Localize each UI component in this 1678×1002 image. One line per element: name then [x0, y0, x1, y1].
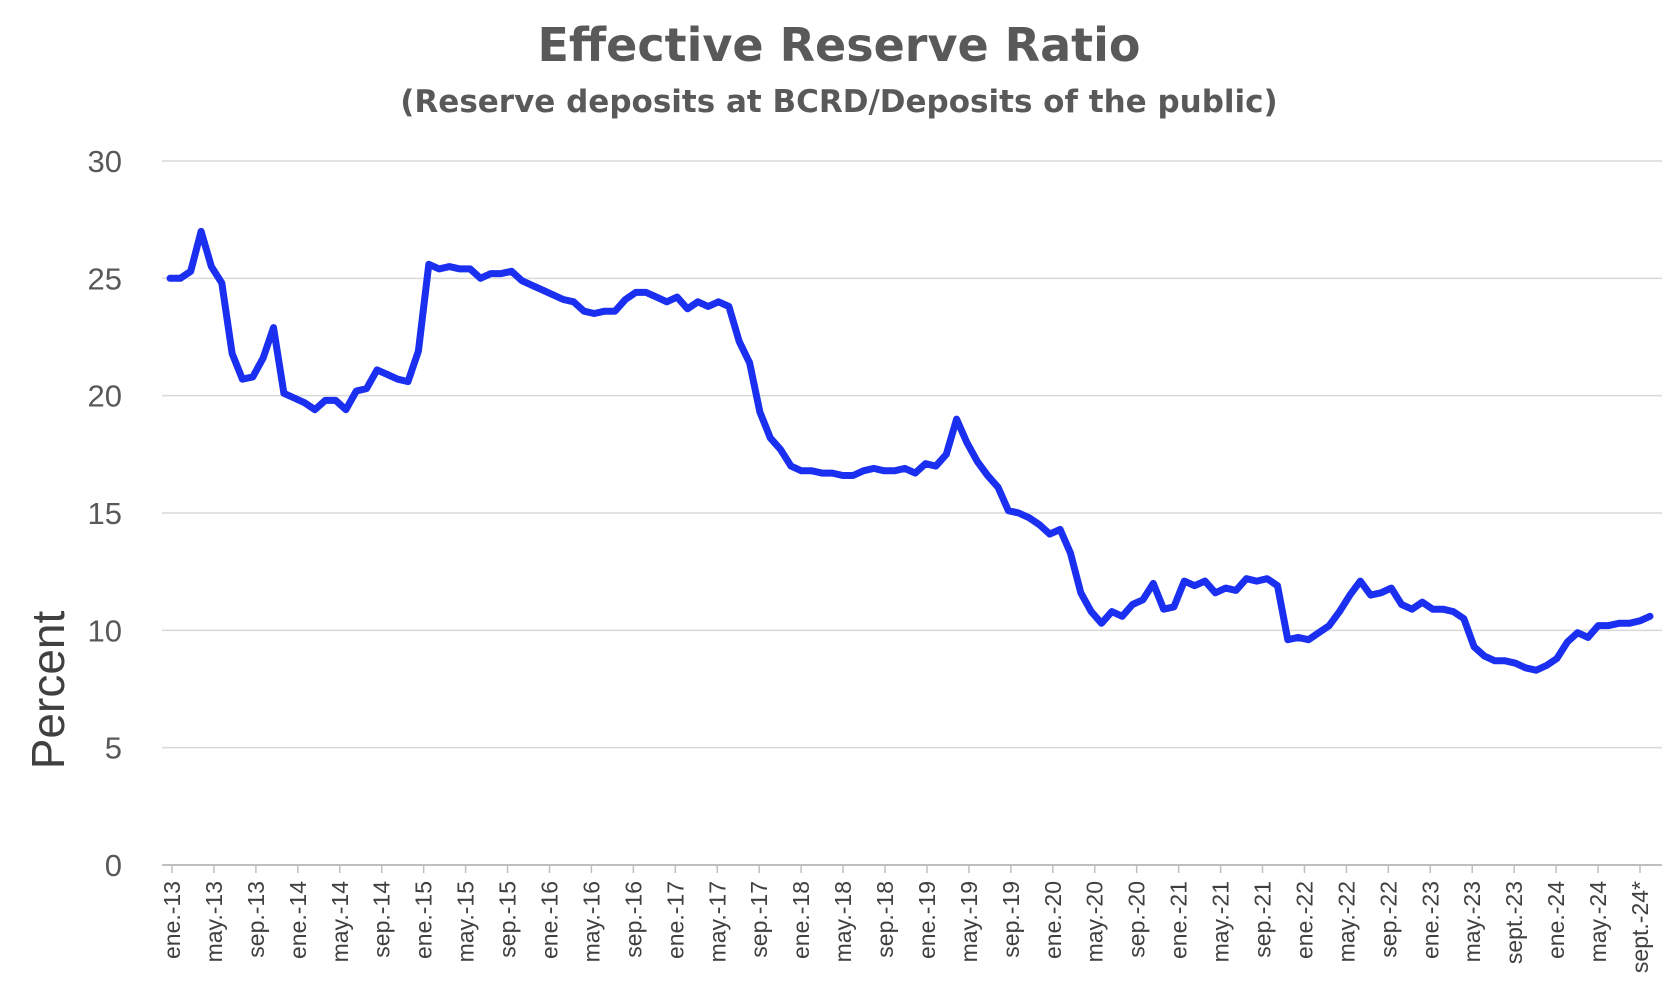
y-tick-label: 5: [105, 731, 122, 766]
series-layer: [166, 227, 1654, 674]
series-line-0: [166, 227, 1654, 674]
x-tick-label: may.-14: [327, 881, 353, 963]
x-tick-label: sept.-23: [1501, 881, 1527, 964]
x-tick-label: sep.-14: [369, 881, 395, 958]
x-tick-label: ene.-13: [159, 881, 185, 959]
x-tick-label: may.-23: [1459, 881, 1485, 962]
y-tick-label: 25: [88, 261, 122, 296]
x-tick-label: may.-20: [1082, 881, 1108, 962]
x-tick-label: ene.-19: [914, 881, 940, 959]
gridlines: [162, 160, 1662, 866]
x-tick-label: ene.-24: [1543, 881, 1569, 959]
chart-subtitle: (Reserve deposits at BCRD/Deposits of th…: [400, 84, 1278, 120]
x-tick-label: may.-22: [1333, 881, 1359, 962]
x-tick-label: may.-17: [704, 881, 730, 962]
x-tick-label: ene.-18: [788, 881, 814, 959]
x-tick-label: may.-24: [1585, 881, 1611, 963]
y-axis-ticks: 0 5 10 15 20 25 30: [88, 144, 122, 883]
x-tick-label: sept.-24*: [1627, 881, 1653, 973]
x-tick-label: may.-16: [578, 881, 604, 962]
x-tick-label: ene.-15: [411, 881, 437, 959]
x-tick-label: ene.-22: [1291, 881, 1317, 959]
x-tick-label: may.-13: [201, 881, 227, 962]
x-tick-label: may.-18: [830, 881, 856, 962]
y-tick-label: 20: [88, 379, 122, 414]
y-tick-label: 0: [105, 848, 122, 883]
y-tick-label: 10: [88, 613, 122, 648]
x-tick-label: ene.-23: [1417, 881, 1443, 959]
x-tick-label: sep.-22: [1375, 881, 1401, 958]
x-tick-label: sep.-20: [1124, 881, 1150, 958]
x-tick-label: may.-19: [956, 881, 982, 962]
x-tick-label: ene.-17: [662, 881, 688, 959]
x-tick-label: may.-21: [1208, 881, 1234, 962]
x-tick-label: sep.-15: [495, 881, 521, 958]
y-tick-label: 30: [88, 144, 122, 179]
x-tick-label: ene.-16: [536, 881, 562, 959]
y-axis-label: Percent: [22, 611, 74, 770]
x-axis-ticks: ene.-13 may.-13 sep.-13 ene.-14 may.-14 sep.-…: [159, 865, 1653, 973]
x-tick-label: sep.-19: [998, 881, 1024, 958]
y-tick-label: 15: [88, 496, 122, 531]
x-tick-label: sep.-17: [746, 881, 772, 958]
x-tick-label: ene.-20: [1040, 881, 1066, 959]
x-tick-label: ene.-14: [285, 881, 311, 959]
x-tick-label: sep.-16: [620, 881, 646, 958]
x-tick-label: sep.-18: [872, 881, 898, 958]
x-tick-label: sep.-21: [1250, 881, 1276, 958]
x-tick-label: sep.-13: [243, 881, 269, 958]
chart-title: Effective Reserve Ratio: [537, 18, 1141, 72]
x-tick-label: ene.-21: [1166, 881, 1192, 959]
x-tick-label: may.-15: [453, 881, 479, 962]
